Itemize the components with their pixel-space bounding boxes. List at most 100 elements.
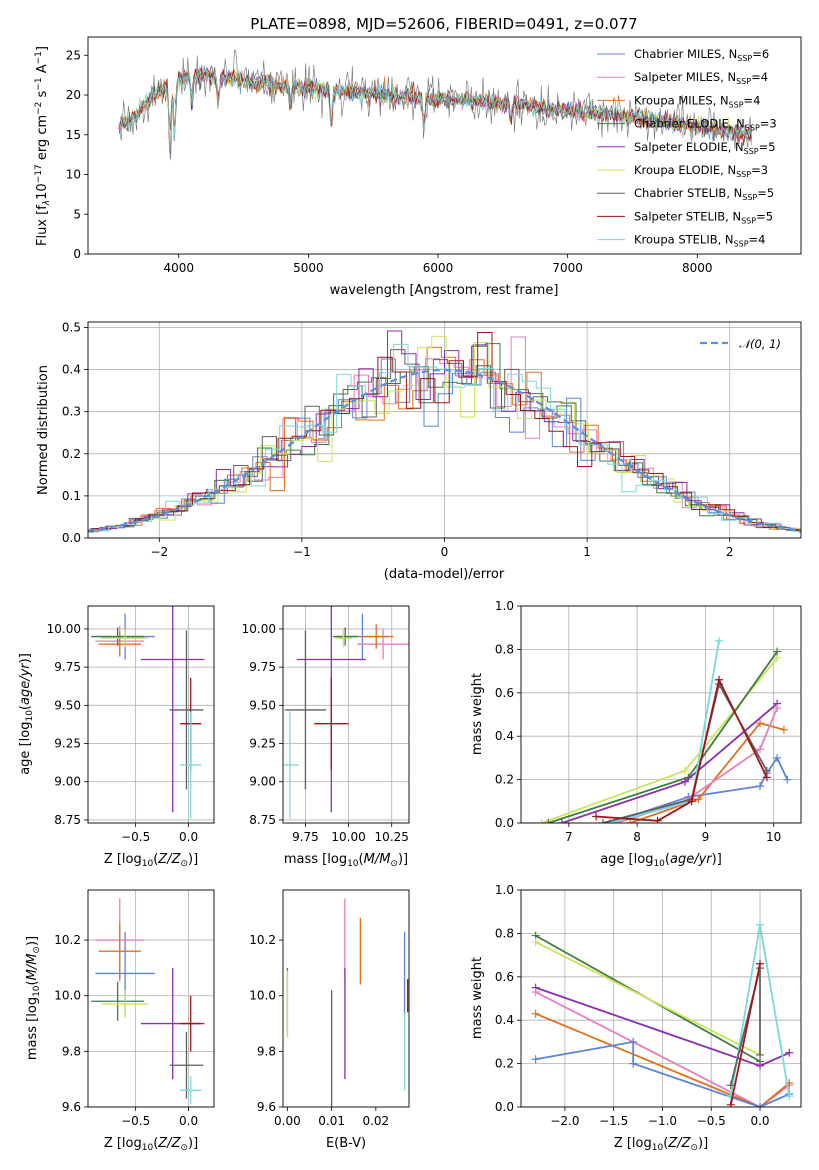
y-tick-label: 10.0 <box>249 989 276 1003</box>
weight-line-kroupa-miles <box>630 722 785 823</box>
y-tick-label: 9.8 <box>62 1044 81 1058</box>
plot-area <box>91 606 205 819</box>
label-part: Chabrier MILES, N <box>634 47 737 61</box>
x-axis-label: Z [log10(Z/Z⊙)] <box>614 1136 708 1153</box>
y-tick-label: 8.75 <box>54 813 81 827</box>
label-part: mass [log <box>25 997 40 1060</box>
weight-marker <box>680 777 689 786</box>
errorbar-chabrier-elodie <box>91 981 145 1021</box>
label-part: Kroupa MILES, N <box>634 93 729 107</box>
label-part: mass [log <box>284 852 347 867</box>
legend-entry: 𝒩(0, 1) <box>739 337 781 351</box>
x-axis-label: E(B-V) <box>326 1136 366 1151</box>
weight-marker <box>537 819 546 823</box>
label-part: )] <box>25 936 40 946</box>
legend-entry: Salpeter STELIB, NSSP=5 <box>634 209 773 225</box>
weight-marker <box>726 1081 735 1090</box>
x-tick-label: 5000 <box>293 261 324 275</box>
y-tick-label: 10.00 <box>47 622 81 636</box>
y-tick-label: 9.8 <box>257 1044 276 1058</box>
label-part: 10 <box>142 1143 154 1153</box>
plot-area <box>88 330 801 534</box>
weight-marker <box>785 1048 794 1057</box>
errorbar-salpeter-miles <box>357 628 409 660</box>
weight-marker <box>785 1092 794 1101</box>
y-tick-label: 0 <box>73 247 81 261</box>
y-tick-label: 0.1 <box>62 489 81 503</box>
x-tick-label: 10 <box>766 830 781 844</box>
weight-marker <box>598 819 607 823</box>
label-part: −2 <box>34 102 44 115</box>
label-part: ⊙ <box>390 859 398 869</box>
y-axis-label: Normed distribution <box>36 365 51 495</box>
label-part: )] <box>188 852 198 867</box>
axes-frame <box>520 605 802 824</box>
label-part: 10 <box>35 183 50 200</box>
axes-frame <box>87 605 215 824</box>
x-tick-label: 10.25 <box>375 830 409 844</box>
label-part: Z/Z <box>157 852 181 867</box>
errorbar-kroupa-miles <box>358 624 394 649</box>
y-tick-label: 9.50 <box>249 698 276 712</box>
x-axis-label: Z [log10(Z/Z⊙)] <box>104 852 198 869</box>
label-part: )] <box>712 852 722 867</box>
label-part: Z/Z <box>667 1136 691 1151</box>
errorbar-salpeter-elodie <box>140 606 205 813</box>
label-part: Z [log <box>614 1136 652 1151</box>
x-tick-label: 9.75 <box>292 830 319 844</box>
label-part: Salpeter MILES, N <box>634 70 736 84</box>
errorbar-kroupa-miles <box>98 923 141 980</box>
label-part: Kroupa ELODIE, N <box>634 163 736 177</box>
errorbar-salpeter-stelib <box>180 995 202 1052</box>
y-tick-label: 9.25 <box>54 737 81 751</box>
x-tick-label: 4000 <box>163 261 194 275</box>
y-tick-label: 9.75 <box>54 660 81 674</box>
x-tick-label: 6000 <box>423 261 454 275</box>
weight-marker <box>592 812 601 821</box>
y-tick-label: 20 <box>66 88 81 102</box>
weight-marker <box>779 725 788 734</box>
weight-marker <box>773 647 782 656</box>
label-part: SSP <box>737 54 752 63</box>
label-part: 10 <box>142 859 154 869</box>
label-part: 10 <box>32 985 42 997</box>
histogram-chabrier-elodie <box>88 343 801 533</box>
x-tick-label: −1.5 <box>599 1114 628 1128</box>
y-tick-label: 9.25 <box>249 737 276 751</box>
y-tick-label: 1.0 <box>495 883 514 897</box>
label-part: −1 <box>34 77 44 90</box>
x-tick-label: 8000 <box>682 261 713 275</box>
y-tick-label: 10.2 <box>54 933 81 947</box>
label-part: )] <box>18 653 33 663</box>
label-part: SSP <box>736 170 751 179</box>
label-part: ( <box>665 852 670 867</box>
label-part: 10 <box>652 1143 664 1153</box>
histogram-salpeter-stelib <box>88 332 801 532</box>
chart-mass_vs_EBV: 0.00 0.01 0.02 9.6 9.8 10.0 10.2 E(B-V) <box>249 889 410 1151</box>
axes-frame <box>282 605 410 824</box>
y-tick-label: 0.6 <box>495 970 514 984</box>
weight-marker <box>756 1050 765 1059</box>
weight-marker <box>653 816 662 823</box>
label-part: erg cm <box>35 115 50 164</box>
y-tick-label: 0.5 <box>62 320 81 334</box>
weight-marker <box>756 1061 765 1070</box>
weight-line-kroupa-miles <box>535 1012 790 1107</box>
y-tick-label: 9.00 <box>249 775 276 789</box>
y-tick-label: 0.4 <box>495 1013 514 1027</box>
chart-residuals: −2 −1 0 1 2 0.0 0.1 0.2 0.3 0.4 0.5 𝒩(0, 1) (data-mo… <box>36 320 802 582</box>
weight-marker <box>756 920 765 929</box>
label-part: ⊙ <box>690 1143 698 1153</box>
chart-mass_weight_vs_Z: −2.0 −1.5 −1.0 −0.5 0.0 0.0 0.2 0.4 0.6 0.8 1.0 Z [… <box>470 883 802 1153</box>
weight-marker <box>626 819 635 823</box>
x-tick-label: 10.00 <box>331 830 365 844</box>
errorbar-kroupa-elodie <box>101 990 149 1018</box>
y-tick-label: 0.0 <box>495 1100 514 1114</box>
x-axis-label: age [log10(age/yr)] <box>600 852 722 869</box>
weight-marker <box>680 766 689 775</box>
y-tick-label: 0.8 <box>495 926 514 940</box>
label-part: ⊙ <box>180 859 188 869</box>
label-part: age/yr <box>18 662 33 705</box>
